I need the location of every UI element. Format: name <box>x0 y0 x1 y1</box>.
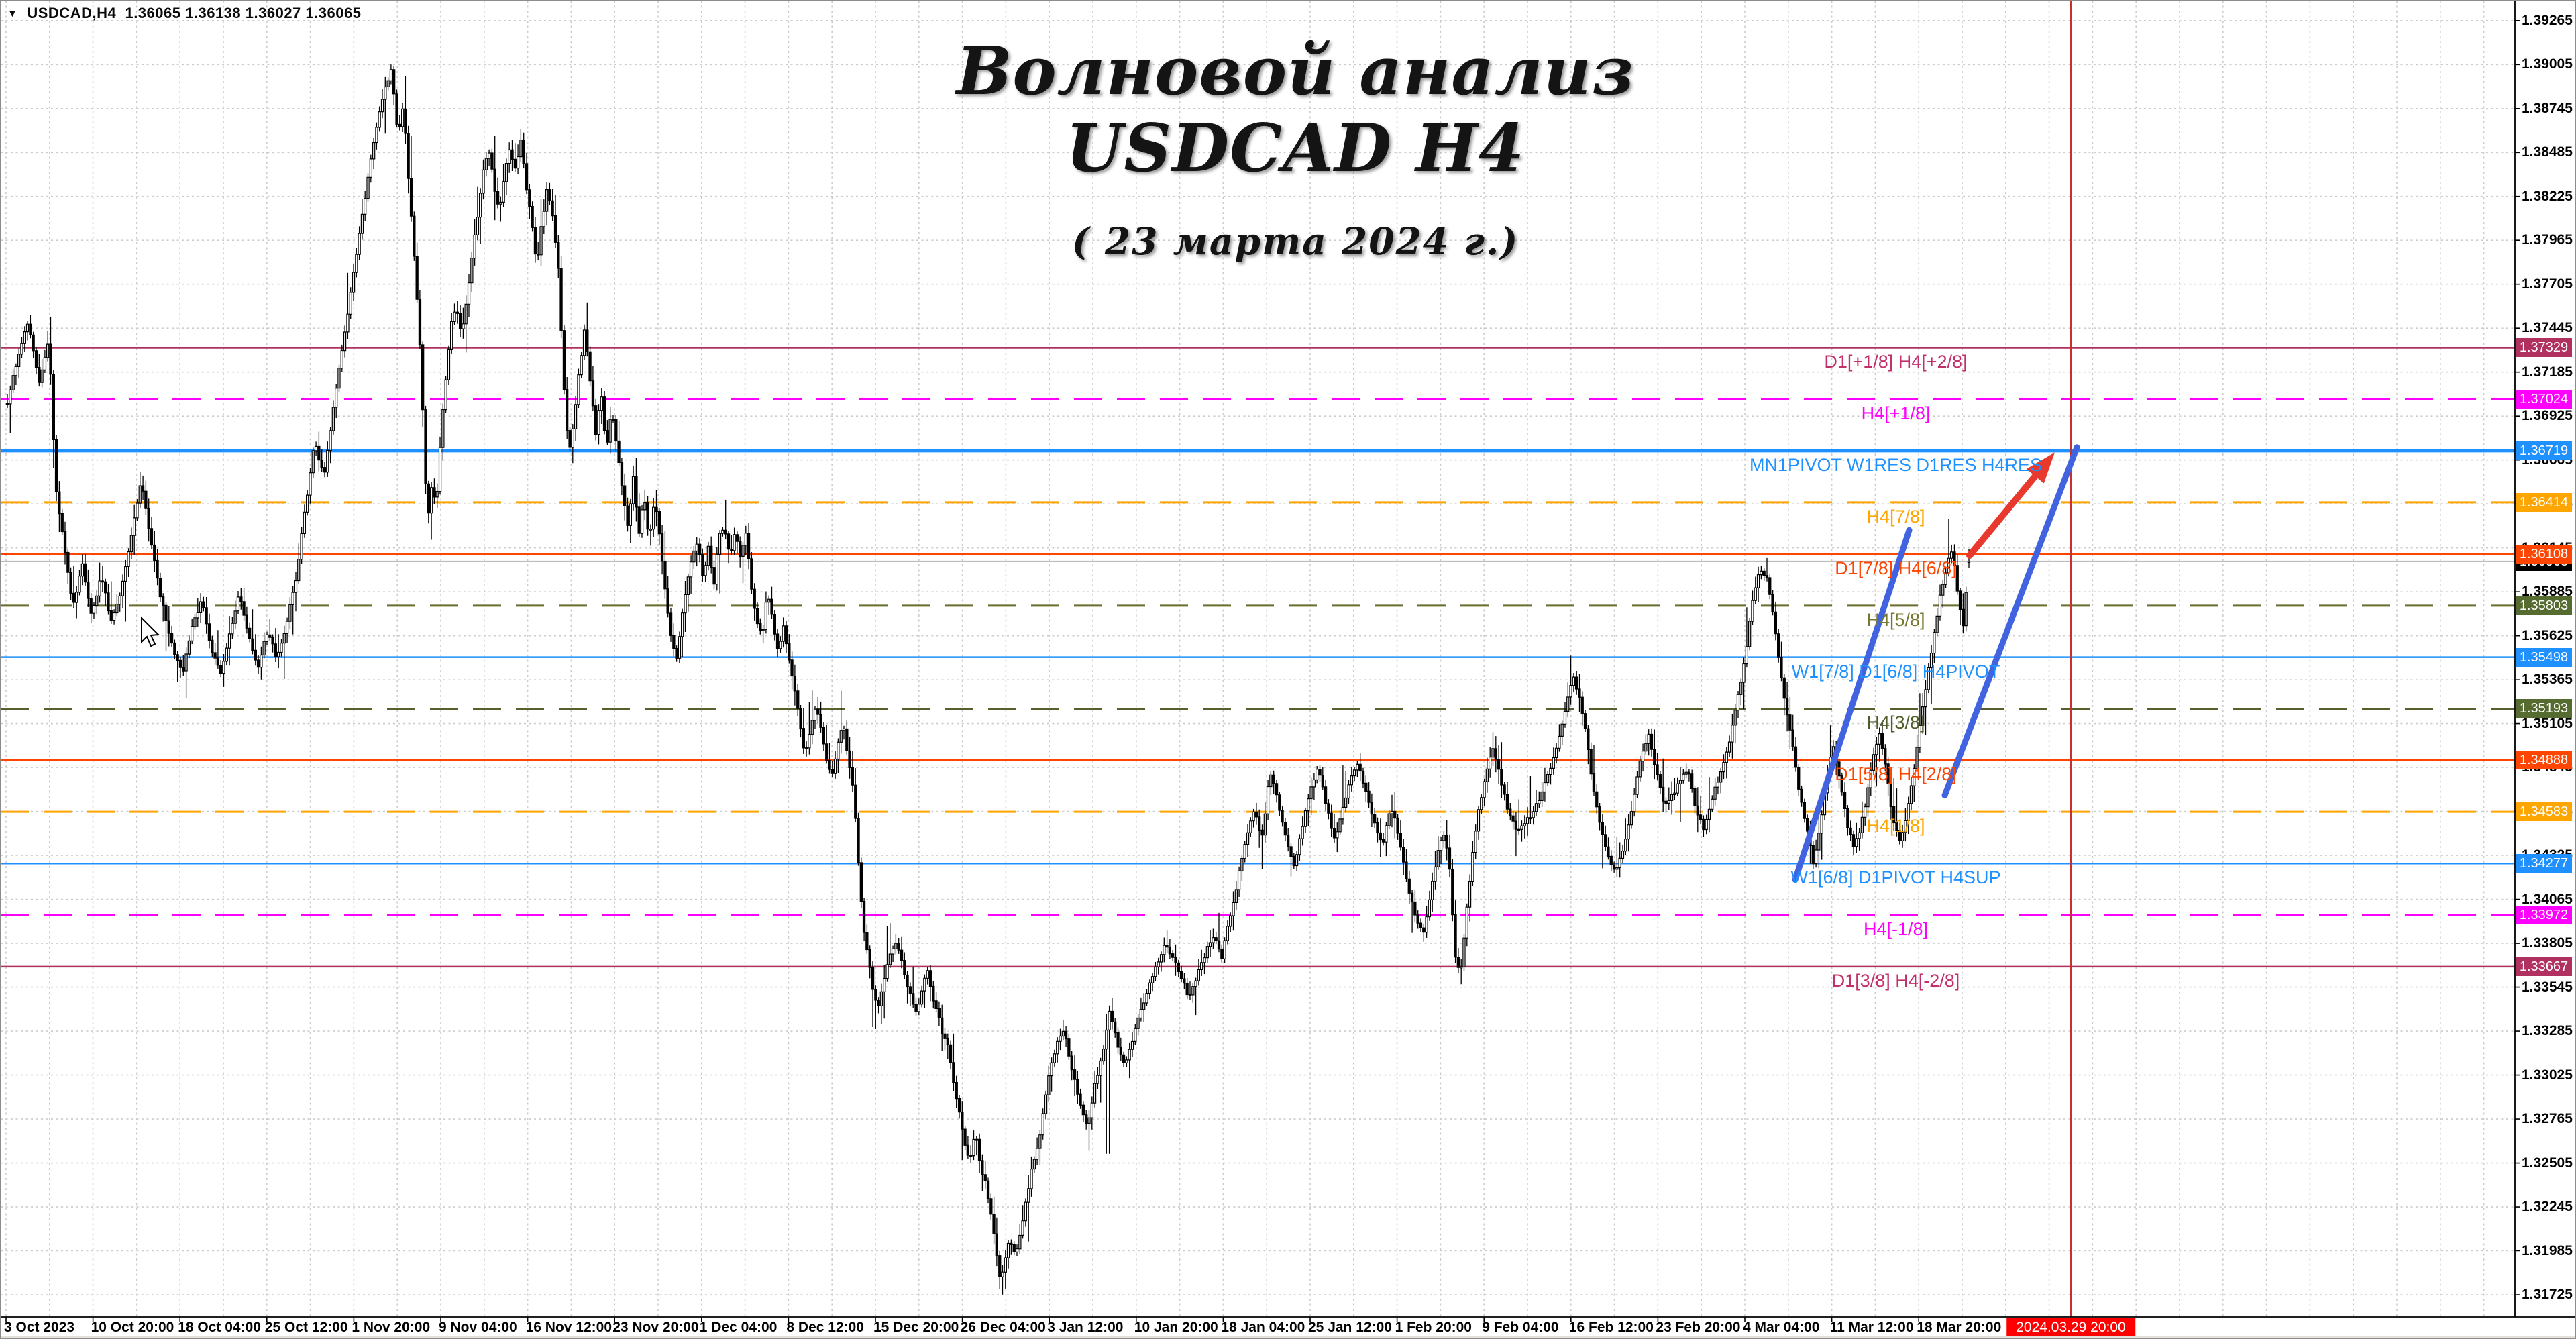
price-tick-label: 1.33025 <box>2522 1067 2573 1083</box>
date-label: 9 Nov 04:00 <box>439 1320 517 1335</box>
level-price-badge: 1.35803 <box>2516 596 2572 615</box>
date-label: 26 Dec 04:00 <box>960 1320 1046 1335</box>
ohlc-readout: ▼ USDCAD,H4 1.36065 1.36138 1.36027 1.360… <box>7 5 361 22</box>
trendline-2[interactable] <box>1941 444 2080 799</box>
price-tick-label: 1.37705 <box>2522 276 2573 292</box>
level-label: W1[6/8] D1PIVOT H4SUP <box>1790 867 2001 888</box>
level-label: D1[3/8] H4[-2/8] <box>1831 970 1960 991</box>
price-tick-label: 1.35885 <box>2522 584 2573 600</box>
price-tick-label: 1.37185 <box>2522 364 2573 380</box>
level-price-badge: 1.34888 <box>2516 751 2572 770</box>
level-price-badge: 1.35193 <box>2516 699 2572 718</box>
level-label: D1[5/8] H4[2/8] <box>1835 764 1957 785</box>
date-label: 25 Jan 12:00 <box>1308 1320 1392 1335</box>
level-label: MN1PIVOT W1RES D1RES H4RES <box>1749 455 2043 476</box>
date-label: 23 Feb 20:00 <box>1656 1320 1741 1335</box>
date-label: 9 Feb 04:00 <box>1482 1320 1559 1335</box>
level-label: W1[7/8] D1[6/8] H4PIVOT <box>1791 661 2000 682</box>
bear-candles <box>5 69 1965 1277</box>
chart-annotation-title: Волновой анализ USDCAD H4 ( 23 марта 202… <box>859 33 1731 263</box>
price-tick-label: 1.32245 <box>2522 1199 2573 1215</box>
symbol-dropdown-icon[interactable]: ▼ <box>7 8 18 19</box>
level-price-badge: 1.36108 <box>2516 545 2572 564</box>
forecast-arrow-shaft[interactable] <box>1966 464 2045 559</box>
level-price-badge: 1.34583 <box>2516 802 2572 822</box>
time-marker-badge: 2024.03.29 20:00 <box>2006 1318 2135 1337</box>
date-label: 4 Mar 04:00 <box>1743 1320 1820 1335</box>
level-price-badge: 1.34277 <box>2516 854 2572 873</box>
level-price-badge: 1.37329 <box>2516 338 2572 358</box>
price-tick-label: 1.38485 <box>2522 144 2573 160</box>
price-tick-label: 1.33545 <box>2522 979 2573 995</box>
ohlc-close: 1.36065 <box>305 5 362 21</box>
price-tick-label: 1.38225 <box>2522 188 2573 204</box>
level-price-badge: 1.36414 <box>2516 492 2572 512</box>
date-label: 1 Dec 04:00 <box>699 1320 777 1335</box>
level-label: D1[+1/8] H4[+2/8] <box>1824 352 1968 372</box>
level-label: D1[7/8] H4[6/8] <box>1835 558 1957 578</box>
date-label: 16 Feb 12:00 <box>1568 1320 1654 1335</box>
date-label: 11 Mar 12:00 <box>1829 1320 1914 1335</box>
price-tick-label: 1.32765 <box>2522 1111 2573 1127</box>
mouse-cursor <box>141 616 160 647</box>
ohlc-open: 1.36065 <box>125 5 181 21</box>
level-price-badge: 1.37024 <box>2516 390 2572 409</box>
price-tick-label: 1.36925 <box>2522 408 2573 424</box>
price-tick-label: 1.31985 <box>2522 1242 2573 1258</box>
level-price-badge: 1.36719 <box>2516 441 2572 461</box>
date-label: 8 Dec 12:00 <box>786 1320 864 1335</box>
price-tick-label: 1.31725 <box>2522 1287 2573 1303</box>
date-label: 18 Oct 04:00 <box>178 1320 261 1335</box>
level-price-badge: 1.33972 <box>2516 906 2572 925</box>
level-label: H4[3/8] <box>1866 712 1925 733</box>
ohlc-high: 1.36138 <box>185 5 241 21</box>
price-tick-label: 1.39265 <box>2522 12 2573 28</box>
bull-candles <box>9 69 1971 1277</box>
date-label: 25 Oct 12:00 <box>264 1320 348 1335</box>
price-tick-label: 1.38745 <box>2522 100 2573 116</box>
date-label: 10 Jan 20:00 <box>1134 1320 1218 1335</box>
price-tick-label: 1.37445 <box>2522 320 2573 336</box>
date-label: 15 Dec 20:00 <box>873 1320 959 1335</box>
ohlc-low: 1.36027 <box>245 5 301 21</box>
price-tick-label: 1.39005 <box>2522 56 2573 72</box>
price-tick-label: 1.33805 <box>2522 935 2573 951</box>
symbol-timeframe: USDCAD,H4 <box>27 5 117 21</box>
price-tick-label: 1.35625 <box>2522 627 2573 643</box>
level-label: H4[1/8] <box>1866 816 1925 837</box>
level-label: H4[-1/8] <box>1863 919 1929 940</box>
date-label: 16 Nov 12:00 <box>525 1320 612 1335</box>
price-tick-label: 1.37965 <box>2522 232 2573 248</box>
level-label: H4[7/8] <box>1866 506 1925 527</box>
window-bottom-edge <box>1 1336 2575 1338</box>
price-tick-label: 1.34065 <box>2522 891 2573 907</box>
price-tick-label: 1.35105 <box>2522 715 2573 731</box>
page-subtitle: ( 23 марта 2024 г.) <box>1071 219 1519 263</box>
price-tick-label: 1.32505 <box>2522 1155 2573 1171</box>
level-label: H4[+1/8] <box>1861 403 1931 424</box>
level-label: H4[5/8] <box>1866 609 1925 630</box>
date-label: 23 Nov 20:00 <box>612 1320 699 1335</box>
forecast-arrow-head[interactable] <box>2026 452 2055 484</box>
page-title: Волновой анализ USDCAD H4 <box>956 33 1635 187</box>
date-label: 18 Jan 04:00 <box>1221 1320 1305 1335</box>
date-label: 1 Nov 20:00 <box>352 1320 431 1335</box>
trendline-1[interactable] <box>1792 527 1913 883</box>
level-price-badge: 1.35498 <box>2516 647 2572 667</box>
date-label: 18 Mar 20:00 <box>1917 1320 2002 1335</box>
date-label: 10 Oct 20:00 <box>91 1320 174 1335</box>
date-label: 1 Feb 20:00 <box>1395 1320 1472 1335</box>
date-label: 3 Jan 12:00 <box>1047 1320 1124 1335</box>
level-price-badge: 1.33667 <box>2516 957 2572 976</box>
price-tick-label: 1.35365 <box>2522 672 2573 688</box>
price-tick-label: 1.33285 <box>2522 1023 2573 1039</box>
date-label: 3 Oct 2023 <box>4 1320 75 1335</box>
